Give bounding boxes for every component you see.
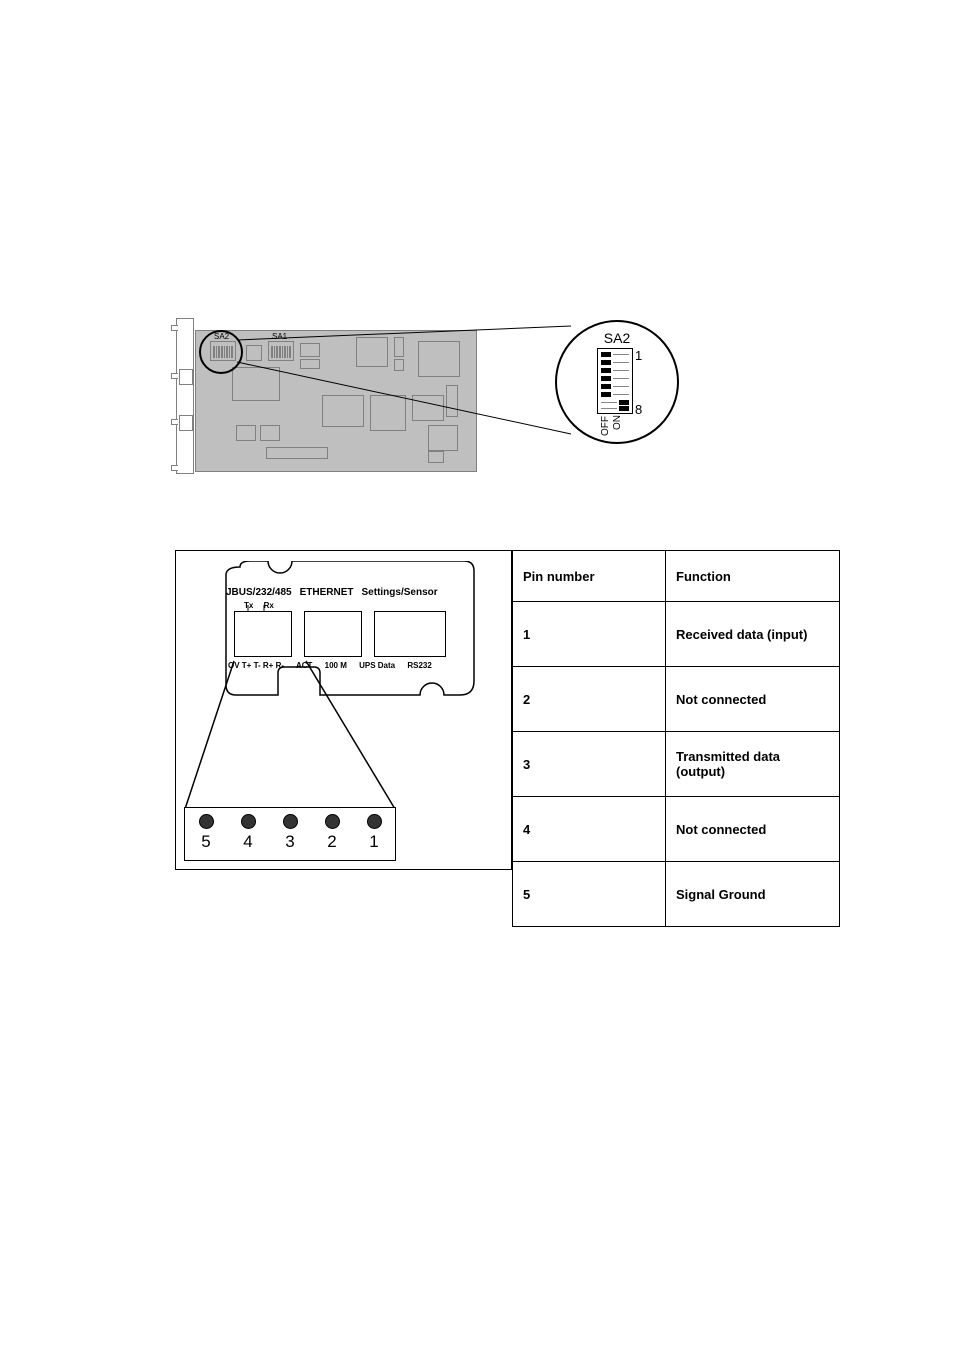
page: SA2 SA1: [0, 0, 954, 1351]
pin-dot-2: [325, 814, 340, 829]
card-bottom-labels: OV T+ T- R+ R- ACT 100 M UPS Data RS232: [228, 661, 442, 670]
card-ports: [234, 611, 446, 657]
cell-pin: 5: [513, 862, 666, 927]
detail-off-label: OFF: [600, 416, 611, 436]
port-ethernet: [304, 611, 362, 657]
pin-numbers: 5 4 3 2 1: [185, 832, 395, 852]
port-settings: [374, 611, 446, 657]
cell-func: Not connected: [666, 797, 840, 862]
cell-pin: 2: [513, 667, 666, 732]
cell-pin: 4: [513, 797, 666, 862]
pin-dot-4: [241, 814, 256, 829]
cell-func: Received data (input): [666, 602, 840, 667]
label-ov-pins: OV T+ T- R+ R-: [228, 661, 284, 670]
pin-dot-5: [199, 814, 214, 829]
label-rs232: RS232: [407, 661, 431, 670]
detail-on-label: ON: [612, 415, 623, 430]
label-tx: Tx: [244, 601, 253, 610]
table-row: 2 Not connected: [513, 667, 840, 732]
pin-dot-1: [367, 814, 382, 829]
dip-switch-detail: SA2 1 8 OFF ON: [555, 320, 679, 444]
pin-function-table: Pin number Function 1 Received data (inp…: [512, 550, 840, 927]
pin-dots: [185, 814, 395, 829]
cell-pin: 1: [513, 602, 666, 667]
pin-strip: 5 4 3 2 1: [184, 807, 396, 861]
label-jbus: JBUS/232/485: [226, 587, 292, 598]
card-txrx-labels: Tx Rx: [244, 601, 282, 610]
header-function: Function: [666, 551, 840, 602]
label-ups-data: UPS Data: [359, 661, 395, 670]
table-row: 1 Received data (input): [513, 602, 840, 667]
card-top-labels: JBUS/232/485 ETHERNET Settings/Sensor: [226, 587, 476, 598]
pin-num-1: 1: [369, 832, 378, 852]
connector-diagram-panel: JBUS/232/485 ETHERNET Settings/Sensor Tx…: [175, 550, 512, 870]
label-100m: 100 M: [325, 661, 347, 670]
label-settings-sensor: Settings/Sensor: [362, 587, 438, 598]
port-jbus: [234, 611, 292, 657]
cell-func: Transmitted data (output): [666, 732, 840, 797]
bottom-group: JBUS/232/485 ETHERNET Settings/Sensor Tx…: [175, 550, 840, 870]
label-ethernet: ETHERNET: [300, 587, 354, 598]
table-row: 4 Not connected: [513, 797, 840, 862]
pin-num-3: 3: [285, 832, 294, 852]
cell-func: Not connected: [666, 667, 840, 732]
detail-num-1: 1: [635, 348, 642, 363]
header-pin-number: Pin number: [513, 551, 666, 602]
table-row: 3 Transmitted data (output): [513, 732, 840, 797]
pin-num-2: 2: [327, 832, 336, 852]
detail-sa2-label: SA2: [557, 330, 677, 346]
dip-switch-body: [597, 348, 633, 414]
sa1-dip-switch: [268, 341, 294, 361]
table-row: 5 Signal Ground: [513, 862, 840, 927]
pin-dot-3: [283, 814, 298, 829]
pin-num-5: 5: [201, 832, 210, 852]
label-act: ACT: [296, 661, 312, 670]
detail-num-8: 8: [635, 402, 642, 417]
sa1-label-small: SA1: [272, 332, 287, 341]
cell-func: Signal Ground: [666, 862, 840, 927]
label-rx: Rx: [264, 601, 274, 610]
top-diagram: SA2 SA1: [175, 320, 665, 490]
cell-pin: 3: [513, 732, 666, 797]
pcb-edge-connector: [176, 318, 194, 474]
callout-circle: [199, 330, 243, 374]
table-header-row: Pin number Function: [513, 551, 840, 602]
pin-num-4: 4: [243, 832, 252, 852]
